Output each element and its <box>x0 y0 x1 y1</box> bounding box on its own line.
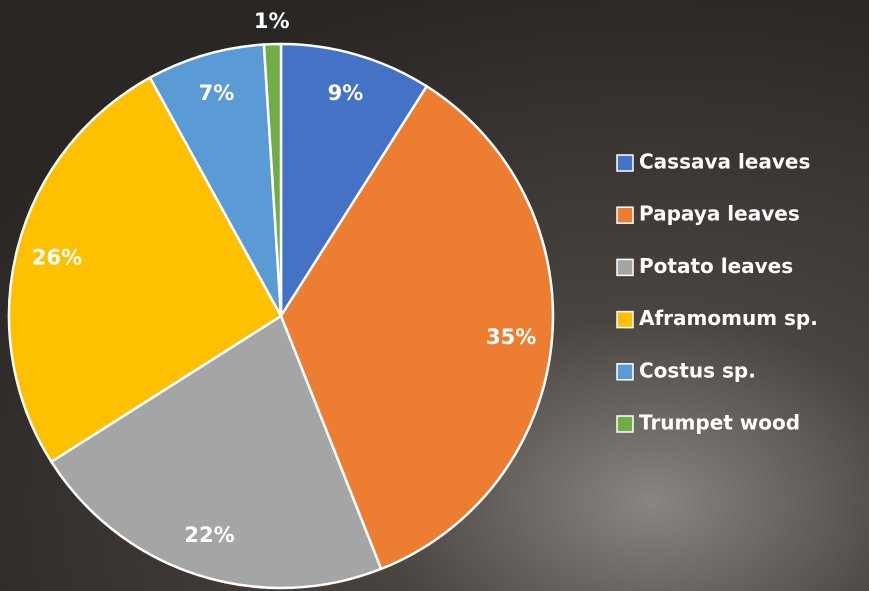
legend-swatch <box>616 206 634 224</box>
legend-swatch <box>616 154 634 172</box>
legend-label: Trumpet wood <box>639 411 800 435</box>
legend-label: Cassava leaves <box>639 150 810 174</box>
data-label: 35% <box>486 325 536 349</box>
legend-label: Aframomum sp. <box>639 306 818 330</box>
pie: 9% 35% 22% 26% 7% 1% <box>7 9 555 590</box>
legend-swatch <box>616 310 634 329</box>
pie-slice <box>279 84 555 571</box>
pie-slice <box>148 43 283 317</box>
data-label: 26% <box>32 246 82 270</box>
pie-slice <box>262 42 283 317</box>
data-label: 22% <box>184 523 234 547</box>
pie-slice <box>7 75 283 464</box>
legend-label: Papaya leaves <box>639 202 800 226</box>
data-label: 7% <box>199 81 235 105</box>
legend-swatch <box>616 415 634 433</box>
legend-label: Potato leaves <box>639 254 793 278</box>
data-label: 1% <box>254 9 290 33</box>
pie-slice <box>49 314 383 590</box>
legend: Cassava leaves Papaya leaves Potato leaves… <box>616 150 818 435</box>
legend-swatch <box>616 363 634 381</box>
data-label: 9% <box>328 81 364 105</box>
legend-swatch <box>616 258 634 277</box>
legend-label: Costus sp. <box>639 358 756 382</box>
pie-slice <box>279 42 429 321</box>
